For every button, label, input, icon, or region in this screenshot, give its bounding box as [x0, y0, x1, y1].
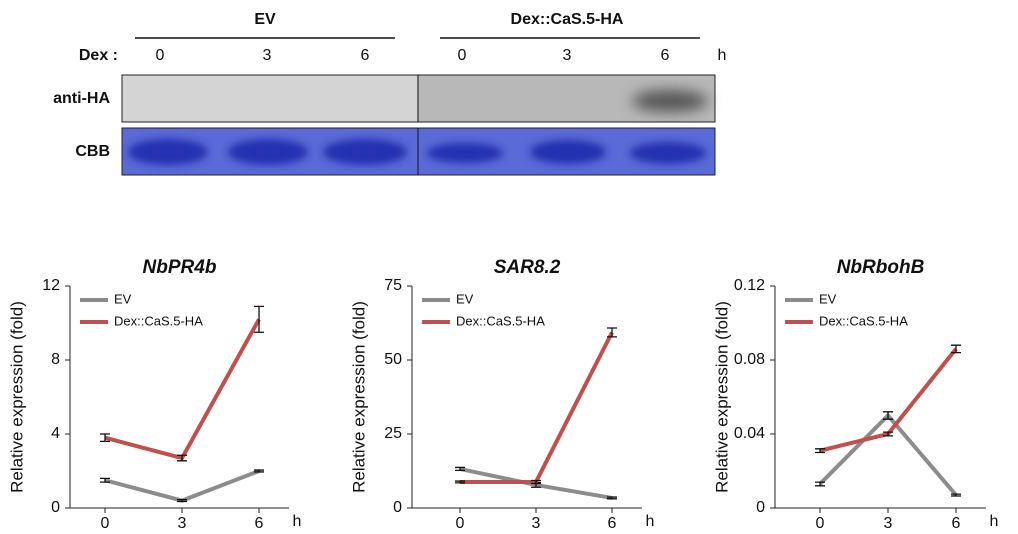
y-tick-label: 25 — [384, 425, 402, 442]
error-bar — [815, 448, 825, 454]
error-bar — [951, 344, 961, 354]
y-tick-label: 0.12 — [734, 277, 765, 294]
y-tick-label: 75 — [384, 277, 402, 294]
error-bar — [100, 433, 110, 443]
timepoint: 0 — [458, 47, 467, 64]
timepoint: 0 — [156, 47, 165, 64]
y-tick-label: 0.08 — [734, 351, 765, 368]
y-tick-label: 4 — [51, 425, 60, 442]
group-label: EV — [254, 11, 276, 28]
chart-title: SAR8.2 — [494, 257, 561, 278]
band — [630, 142, 706, 164]
treatment-label: Dex : — [79, 47, 118, 64]
y-axis-label: Relative expression (fold) — [7, 301, 26, 493]
y-tick-label: 12 — [42, 277, 60, 294]
row-label: CBB — [75, 143, 110, 160]
x-tick-label: 0 — [456, 515, 465, 532]
series-line — [104, 318, 261, 461]
band — [427, 143, 503, 163]
x-tick-label: 3 — [532, 515, 541, 532]
x-tick-label: 0 — [816, 515, 825, 532]
y-tick-label: 50 — [384, 351, 402, 368]
x-unit-label: h — [646, 513, 655, 530]
error-bar — [531, 479, 541, 485]
x-tick-label: 3 — [884, 515, 893, 532]
y-tick-label: 0 — [756, 499, 765, 516]
error-bar — [254, 305, 264, 333]
x-tick-label: 3 — [178, 515, 187, 532]
x-tick-label: 6 — [952, 515, 961, 532]
y-axis-label: Relative expression (fold) — [712, 301, 731, 493]
error-bar — [254, 469, 264, 473]
row-label: anti-HA — [53, 90, 110, 107]
legend-label: Dex::CaS.5-HA — [114, 313, 203, 328]
legend-label: Dex::CaS.5-HA — [456, 313, 545, 328]
error-bar — [455, 466, 465, 472]
chart-title: NbRbohB — [837, 257, 925, 278]
legend-label: EV — [114, 291, 132, 306]
error-bar — [455, 480, 465, 484]
band — [632, 90, 708, 112]
error-bar — [177, 454, 187, 462]
x-tick-label: 6 — [255, 515, 264, 532]
y-tick-label: 8 — [51, 351, 60, 368]
band — [128, 139, 208, 165]
series-line — [460, 331, 614, 484]
y-tick-label: 0 — [51, 499, 60, 516]
legend-label: EV — [456, 291, 474, 306]
legend-label: Dex::CaS.5-HA — [819, 313, 908, 328]
y-tick-label: 0.04 — [734, 425, 765, 442]
x-tick-label: 6 — [608, 515, 617, 532]
error-bar — [815, 481, 825, 487]
x-unit-label: h — [990, 513, 999, 530]
chart-title: NbPR4b — [143, 257, 217, 278]
x-unit-label: h — [293, 513, 302, 530]
error-bar — [883, 411, 893, 420]
error-bar — [607, 496, 617, 500]
error-bar — [100, 477, 110, 483]
unit-label: h — [718, 47, 727, 64]
error-bar — [177, 499, 187, 503]
y-tick-label: 0 — [393, 499, 402, 516]
y-axis-label: Relative expression (fold) — [349, 301, 368, 493]
error-bar — [951, 493, 961, 497]
timepoint: 6 — [661, 47, 670, 64]
timepoint: 3 — [263, 47, 272, 64]
timepoint: 6 — [361, 47, 370, 64]
timepoint: 3 — [563, 47, 572, 64]
band — [323, 139, 407, 165]
legend-label: EV — [819, 291, 837, 306]
x-tick-label: 0 — [101, 515, 110, 532]
group-label: Dex::CaS.5-HA — [511, 11, 624, 28]
series-line — [104, 469, 260, 503]
series-line — [818, 412, 958, 497]
error-bar — [883, 431, 893, 437]
band — [530, 140, 606, 164]
band — [228, 139, 308, 165]
error-bar — [607, 327, 617, 338]
